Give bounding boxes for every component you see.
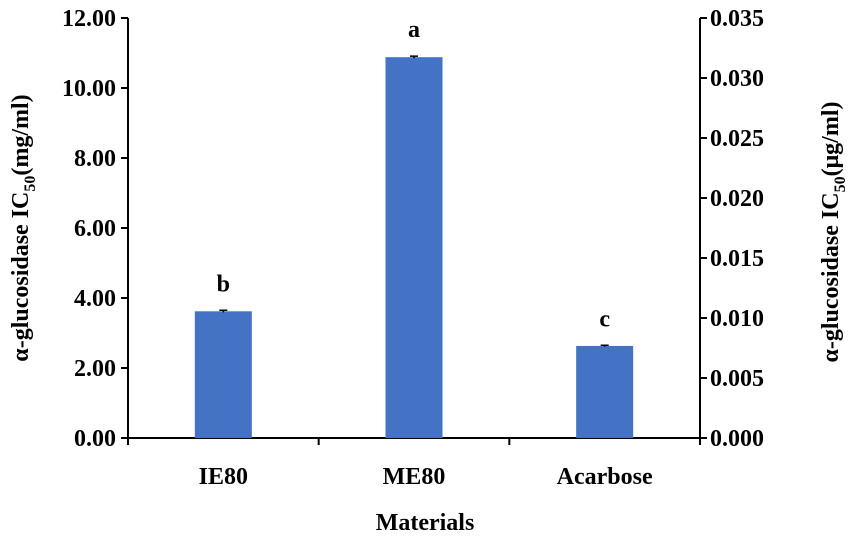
significance-label: c <box>599 306 610 332</box>
y2-tick-label: 0.015 <box>710 246 764 272</box>
y2-axis-title-prefix: α-glucosidase IC <box>818 192 844 362</box>
bar-me80 <box>385 57 443 438</box>
y-tick-label: 6.00 <box>74 216 116 242</box>
y-tick-label: 2.00 <box>74 356 116 382</box>
x-axis-title: Materials <box>376 510 475 536</box>
y-tick-label: 8.00 <box>74 146 116 172</box>
y2-tick-label: 0.010 <box>710 306 764 332</box>
y2-axis-title: α-glucosidase IC50(μg/ml) <box>818 102 849 363</box>
y-axis-title-prefix: α-glucosidase IC <box>8 192 34 362</box>
x-category-label: IE80 <box>199 464 248 490</box>
bars-layer <box>194 55 634 438</box>
y-tick-label: 4.00 <box>74 286 116 312</box>
y2-tick-label: 0.000 <box>710 426 764 452</box>
y2-axis-title-subscript: 50 <box>832 176 849 192</box>
y2-tick-label: 0.020 <box>710 186 764 212</box>
y-tick-label: 12.00 <box>62 6 116 32</box>
y2-tick-label: 0.035 <box>710 6 764 32</box>
y-axis-title-suffix: (mg/ml) <box>8 94 34 175</box>
y2-tick-label: 0.025 <box>710 126 764 152</box>
x-category-label: Acarbose <box>557 464 653 490</box>
y-axis-title-subscript: 50 <box>22 176 39 192</box>
y-axis-title: α-glucosidase IC50(mg/ml) <box>8 94 39 361</box>
significance-label: a <box>408 17 420 43</box>
x-category-label: ME80 <box>383 464 446 490</box>
y2-axis-title-suffix: (μg/ml) <box>818 102 844 177</box>
y2-tick-label: 0.030 <box>710 66 764 92</box>
y-tick-label: 10.00 <box>62 76 116 102</box>
y2-tick-label: 0.005 <box>710 366 764 392</box>
labels-layer: b IE80 a ME80 c Acarbose <box>199 17 653 490</box>
ticks-layer: 0.00 2.00 4.00 6.00 8.00 10.00 12.00 0.000 0.005… <box>62 6 764 452</box>
bar-ie80 <box>194 311 252 438</box>
bar-acarbose <box>576 345 634 438</box>
significance-label: b <box>217 271 230 297</box>
y-tick-label: 0.00 <box>74 426 116 452</box>
